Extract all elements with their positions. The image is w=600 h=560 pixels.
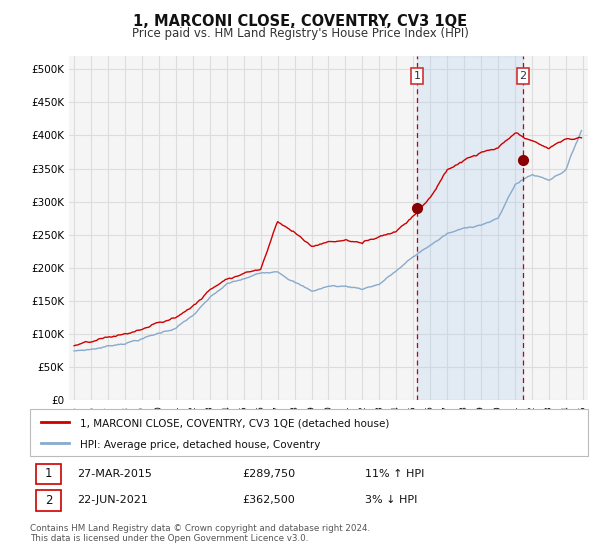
Text: £362,500: £362,500 [242,496,295,505]
Text: Price paid vs. HM Land Registry's House Price Index (HPI): Price paid vs. HM Land Registry's House … [131,27,469,40]
Text: 1, MARCONI CLOSE, COVENTRY, CV3 1QE (detached house): 1, MARCONI CLOSE, COVENTRY, CV3 1QE (det… [80,418,389,428]
Text: Contains HM Land Registry data © Crown copyright and database right 2024.
This d: Contains HM Land Registry data © Crown c… [30,524,370,543]
Text: 27-MAR-2015: 27-MAR-2015 [77,469,152,479]
Text: 1: 1 [414,71,421,81]
Text: 3% ↓ HPI: 3% ↓ HPI [365,496,417,505]
Text: 22-JUN-2021: 22-JUN-2021 [77,496,148,505]
FancyBboxPatch shape [35,491,61,511]
Text: HPI: Average price, detached house, Coventry: HPI: Average price, detached house, Cove… [80,440,320,450]
Text: 2: 2 [520,71,527,81]
FancyBboxPatch shape [30,409,588,456]
Text: £289,750: £289,750 [242,469,295,479]
FancyBboxPatch shape [35,464,61,484]
Text: 1: 1 [44,468,52,480]
Text: 2: 2 [44,494,52,507]
Text: 1, MARCONI CLOSE, COVENTRY, CV3 1QE: 1, MARCONI CLOSE, COVENTRY, CV3 1QE [133,14,467,29]
Bar [417,56,523,400]
Text: 11% ↑ HPI: 11% ↑ HPI [365,469,424,479]
